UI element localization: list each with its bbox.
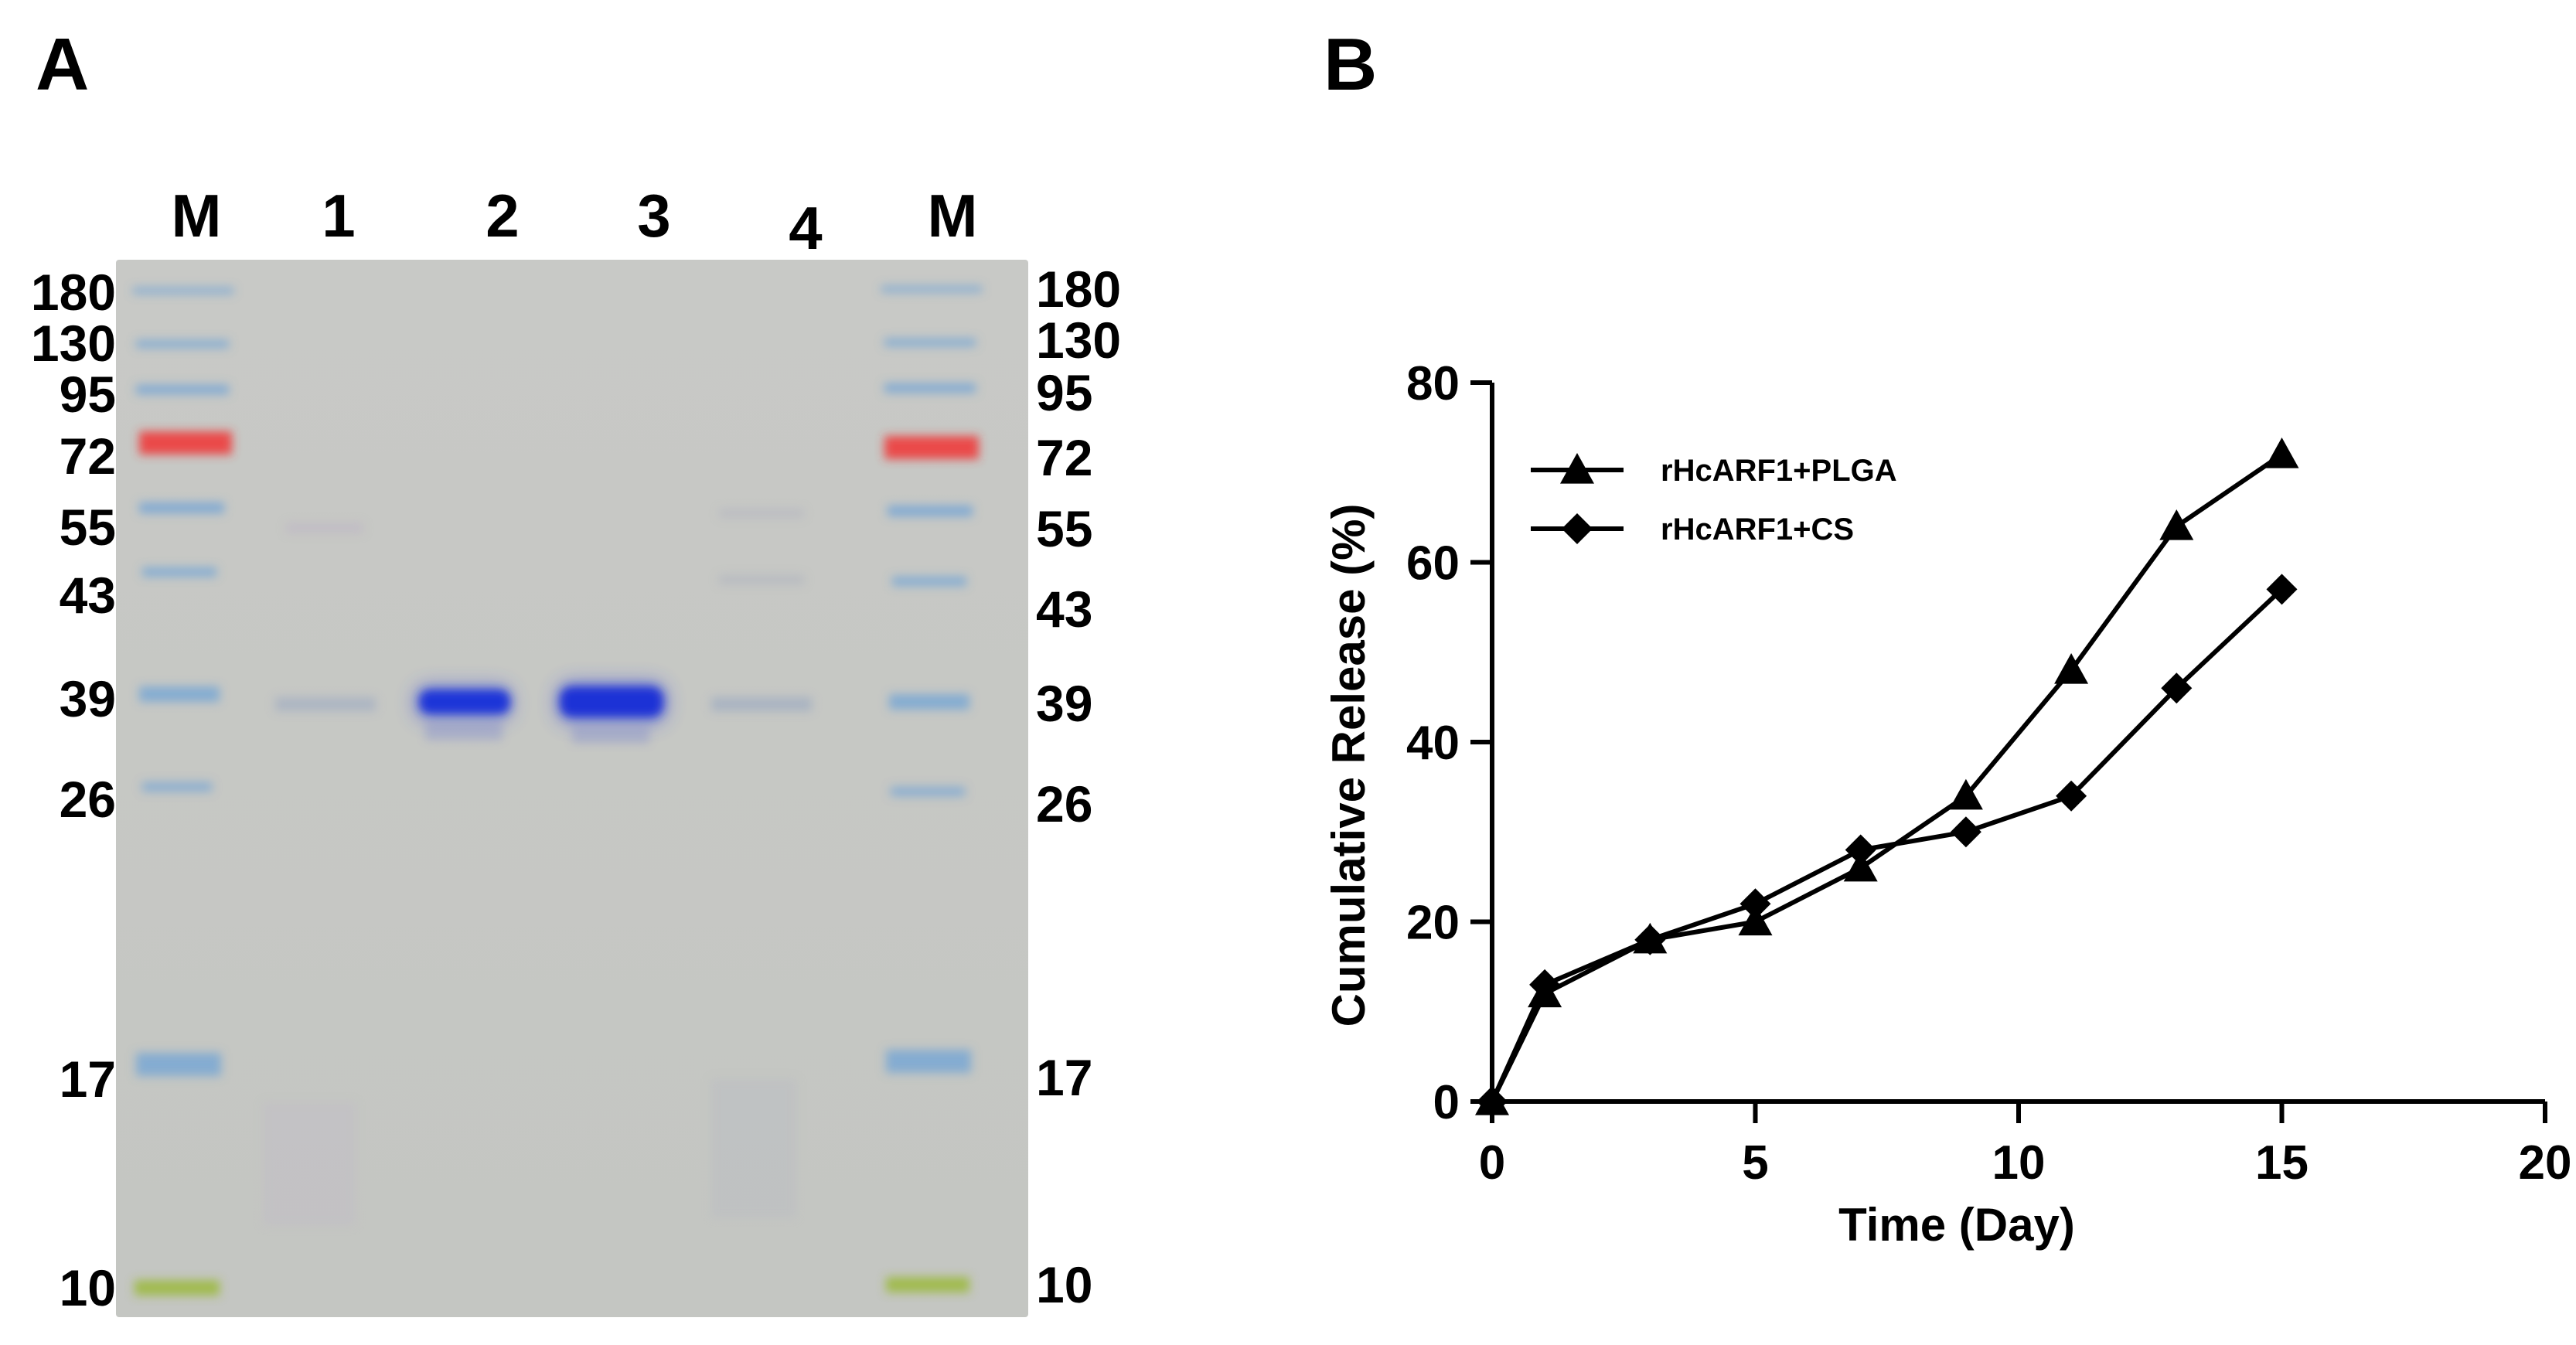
y-tick-label: 80 <box>1406 357 1460 410</box>
data-point-triangle <box>2159 509 2194 540</box>
legend-marker-triangle <box>1560 453 1594 484</box>
lane-3-band <box>555 680 668 744</box>
data-point-diamond <box>1950 816 1981 848</box>
mw-label-left-180: 180 <box>30 264 116 321</box>
chart-legend: rHcARF1+PLGA rHcARF1+CS <box>1531 453 1897 547</box>
lane-4-bands <box>711 509 812 1218</box>
mw-label-left-43: 43 <box>59 567 116 624</box>
data-point-triangle <box>1738 904 1773 936</box>
panel-a-letter: A <box>36 23 90 106</box>
gel-panel: M 1 2 3 4 M 180 130 95 72 55 43 39 26 17… <box>0 0 1237 1345</box>
x-tick-label: 15 <box>2255 1136 2309 1190</box>
series-line-0 <box>1490 452 2284 1103</box>
lane-2-band <box>413 683 513 741</box>
y-tick-label: 40 <box>1406 717 1460 770</box>
data-point-diamond <box>2266 574 2298 605</box>
legend-label-0: rHcARF1+PLGA <box>1661 454 1897 488</box>
series-line-1 <box>1490 587 2284 1103</box>
mw-label-right-72: 72 <box>1036 429 1093 486</box>
lane-label-1: 1 <box>322 182 356 250</box>
mw-label-right-180: 180 <box>1036 260 1122 318</box>
data-point-diamond <box>1845 834 1876 866</box>
mw-label-left-95: 95 <box>59 366 116 423</box>
chart-panel: 0 20 40 60 80 0 5 10 15 20 Time (Day) Cumulative Re… <box>1237 0 2576 1345</box>
data-point-diamond <box>1529 969 1561 1000</box>
data-point-triangle <box>2054 653 2089 684</box>
data-point-diamond <box>2161 672 2193 704</box>
mw-label-right-130: 130 <box>1036 312 1122 369</box>
mw-label-left-55: 55 <box>59 499 116 556</box>
mw-label-left-10: 10 <box>59 1259 116 1316</box>
chart-axes: 0 20 40 60 80 0 5 10 15 20 Time (Day) Cumulative Re… <box>1323 357 2571 1251</box>
mw-label-right-55: 55 <box>1036 500 1093 557</box>
y-tick-label: 0 <box>1433 1076 1460 1129</box>
x-tick-label: 10 <box>1992 1136 2046 1190</box>
x-tick-label: 0 <box>1479 1136 1505 1190</box>
series-1 <box>1477 574 2298 1117</box>
mw-label-right-43: 43 <box>1036 581 1093 638</box>
mw-label-left-26: 26 <box>59 771 116 828</box>
mw-label-right-17: 17 <box>1036 1049 1093 1106</box>
lane-label-m-right: M <box>927 182 978 250</box>
marker-lane-left <box>133 288 233 1296</box>
mw-label-right-10: 10 <box>1036 1256 1093 1313</box>
mw-label-left-39: 39 <box>59 670 116 727</box>
mw-label-right-95: 95 <box>1036 364 1093 421</box>
y-tick-label: 60 <box>1406 537 1460 591</box>
data-point-diamond <box>1477 1086 1508 1117</box>
lane-label-2: 2 <box>486 182 520 250</box>
release-chart: 0 20 40 60 80 0 5 10 15 20 Time (Day) Cumulative Re… <box>1323 357 2571 1251</box>
data-point-diamond <box>1634 924 1666 955</box>
panel-b-letter: B <box>1324 23 1378 106</box>
lane-label-4: 4 <box>789 194 823 262</box>
data-point-triangle <box>1843 850 1878 882</box>
series-0 <box>1475 438 2299 1115</box>
mw-label-left-130: 130 <box>30 315 116 372</box>
lane-label-m-left: M <box>171 182 222 250</box>
mw-label-right-26: 26 <box>1036 775 1093 833</box>
x-tick-label: 5 <box>1742 1136 1768 1190</box>
legend-marker-diamond <box>1562 513 1593 544</box>
mw-label-right-39: 39 <box>1036 675 1093 732</box>
gel-image <box>116 260 1028 1317</box>
lane-label-3: 3 <box>637 182 671 250</box>
y-tick-label: 20 <box>1406 897 1460 950</box>
data-point-diamond <box>2056 780 2087 812</box>
data-point-diamond <box>1739 888 1771 920</box>
y-axis-title: Cumulative Release (%) <box>1323 504 1375 1027</box>
x-axis-title: Time (Day) <box>1838 1199 2075 1251</box>
x-tick-label: 20 <box>2519 1136 2572 1190</box>
chart-series <box>1475 438 2299 1117</box>
legend-label-1: rHcARF1+CS <box>1661 512 1854 547</box>
data-point-triangle <box>1948 778 1983 810</box>
mw-label-left-72: 72 <box>59 427 116 485</box>
mw-label-left-17: 17 <box>59 1050 116 1108</box>
lane-1-bands <box>263 523 376 1226</box>
marker-lane-right <box>881 286 982 1292</box>
data-point-triangle <box>2264 438 2299 468</box>
